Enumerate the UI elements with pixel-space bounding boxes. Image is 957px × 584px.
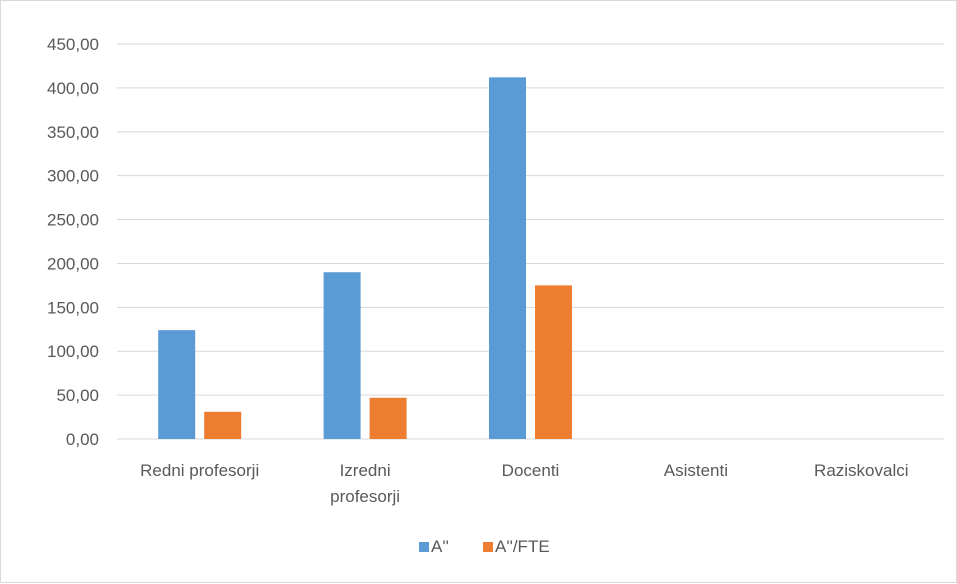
gridlines <box>117 43 944 440</box>
x-category-label: Raziskovalci <box>814 461 908 480</box>
y-tick-label: 0,00 <box>66 430 99 449</box>
y-tick-label: 450,00 <box>47 35 99 54</box>
x-category-label: Redni profesorji <box>140 461 259 480</box>
y-tick-label: 350,00 <box>47 123 99 142</box>
bar-a-fte-1 <box>369 397 407 439</box>
y-tick-label: 150,00 <box>47 298 99 317</box>
legend: A'' A''/FTE <box>419 537 550 556</box>
legend-label: A'' <box>431 537 449 556</box>
x-category-label: Asistenti <box>664 461 728 480</box>
y-tick-label: 100,00 <box>47 342 99 361</box>
y-tick-label: 400,00 <box>47 79 99 98</box>
bar-a-0 <box>158 330 196 439</box>
y-tick-label: 250,00 <box>47 211 99 230</box>
legend-label: A''/FTE <box>495 537 550 556</box>
bar-a-fte-0 <box>204 411 242 439</box>
x-category-label: Izredni profesorji <box>330 461 400 506</box>
bar-a-fte-2 <box>535 285 572 439</box>
y-axis-tick-labels: 0,00 50,00 100,00 150,00 200,00 250,00 300,00 3… <box>47 35 99 449</box>
bar-a-1 <box>323 272 361 439</box>
bars <box>158 77 572 439</box>
bar-a-2 <box>489 77 526 439</box>
legend-swatch <box>483 542 493 552</box>
y-tick-label: 50,00 <box>56 386 99 405</box>
legend-swatch <box>419 542 429 552</box>
x-category-label: Docenti <box>502 461 560 480</box>
y-tick-label: 300,00 <box>47 167 99 186</box>
x-axis-category-labels: Redni profesorji Izredni profesorji Docenti… <box>140 461 908 506</box>
y-tick-label: 200,00 <box>47 254 99 273</box>
